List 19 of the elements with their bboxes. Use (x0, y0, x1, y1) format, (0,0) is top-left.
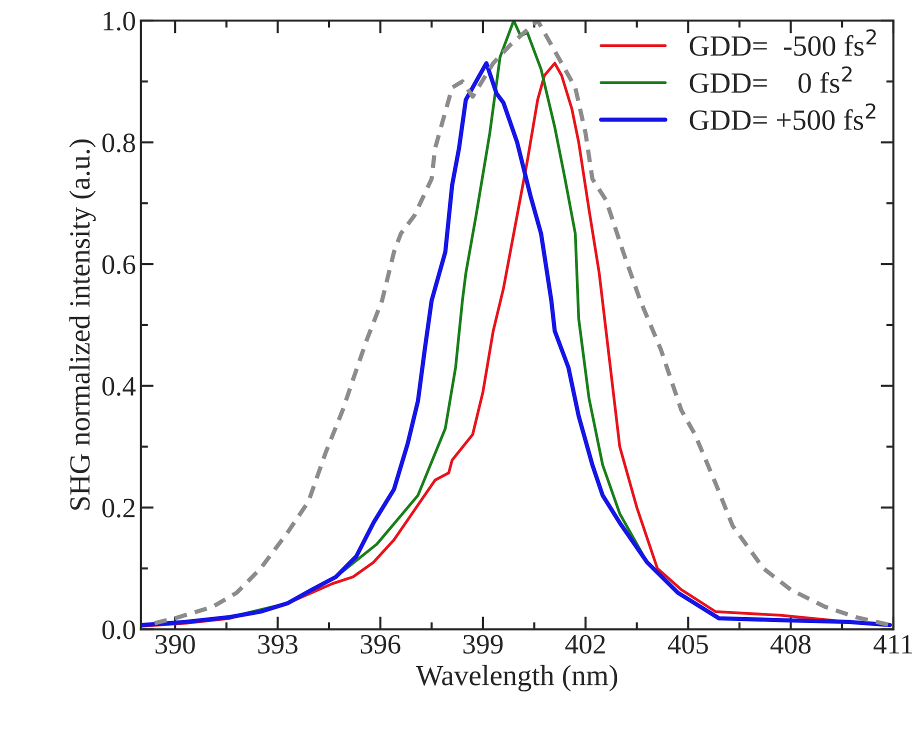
legend-label: GDD= +500 fs$^{2}$ (690, 103, 876, 130)
legend-label: GDD= 0 fs$^{2}$ (690, 66, 852, 93)
x-tick-label: 393 (258, 635, 298, 654)
x-tick-label: 402 (565, 634, 605, 654)
x-tick-label: 408 (770, 634, 811, 654)
x-tick-label: 411 (874, 635, 912, 654)
x-tick-label: 405 (668, 634, 708, 654)
x-tick-label: 390 (156, 634, 195, 654)
y-tick-label: 0.0 (102, 620, 135, 640)
text: GDD= -500 fs$^{2}$ (690, 29, 876, 56)
y-tick-label: 0.8 (102, 134, 135, 152)
x-tick-label: 396 (360, 635, 400, 654)
y-axis-title: SHG normalized intensity (a.u.) (69, 140, 96, 510)
y-tick-label: 0.4 (102, 376, 136, 396)
y-tick-label: 1.0 (104, 12, 135, 31)
y-tick-label: 0.2 (102, 498, 135, 518)
y-tick-label: 0.6 (102, 255, 136, 274)
x-tick-label: 399 (463, 635, 503, 654)
x-axis-title: Wavelength (nm) (416, 664, 618, 692)
